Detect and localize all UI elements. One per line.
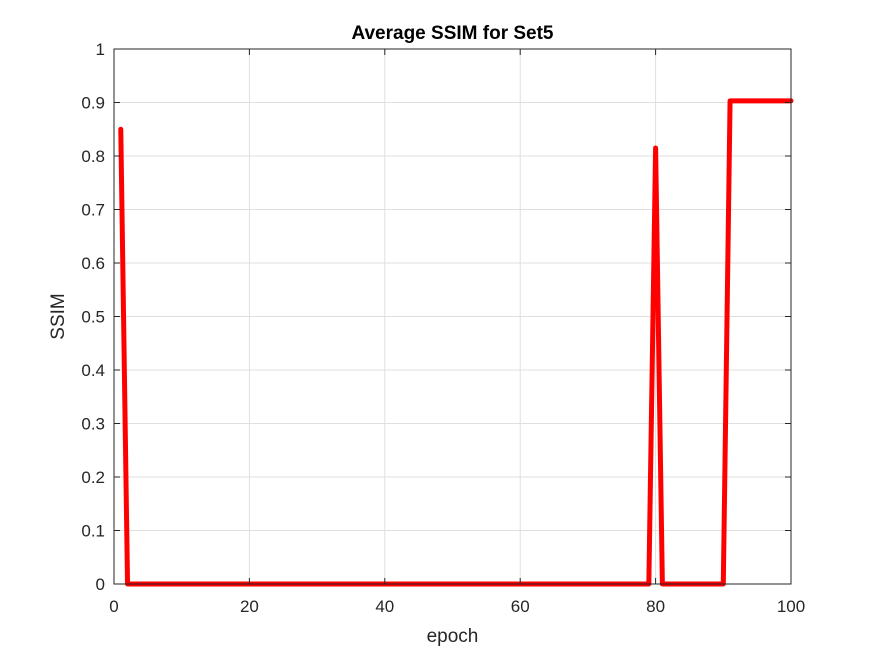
x-tick-label: 100 [777, 597, 805, 616]
y-tick-label: 0.4 [81, 361, 105, 380]
x-axis-label: epoch [427, 626, 479, 647]
y-tick-label: 0.3 [81, 415, 105, 434]
x-tick-label: 60 [511, 597, 530, 616]
y-axis-label: SSIM [48, 293, 69, 339]
y-tick-label: 0 [96, 575, 105, 594]
x-tick-label: 40 [375, 597, 394, 616]
y-tick-label: 0.7 [81, 201, 105, 220]
y-tick-label: 1 [96, 40, 105, 59]
y-tick-label: 0.6 [81, 254, 105, 273]
y-tick-label: 0.2 [81, 468, 105, 487]
y-tick-label: 0.5 [81, 308, 105, 327]
y-tick-label: 0.8 [81, 147, 105, 166]
x-tick-label: 0 [109, 597, 118, 616]
y-tick-label: 0.1 [81, 522, 105, 541]
y-tick-label: 0.9 [81, 94, 105, 113]
x-tick-label: 20 [240, 597, 259, 616]
x-tick-label: 80 [646, 597, 665, 616]
chart-title: Average SSIM for Set5 [351, 23, 553, 44]
ticks: 0 20 40 60 80 100 0 0.1 0.2 0.3 0.4 0.5 0.6 0.7 0.8 0.9… [81, 40, 805, 616]
